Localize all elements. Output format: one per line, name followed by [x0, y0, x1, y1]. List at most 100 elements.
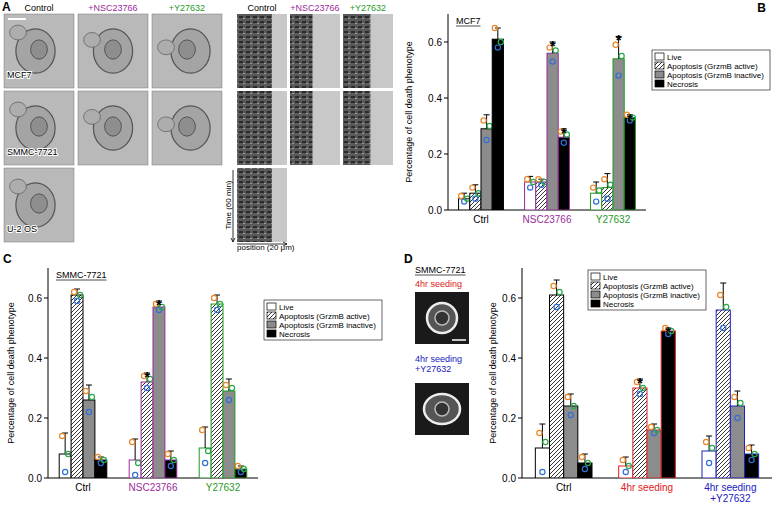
micrograph: [4, 91, 74, 165]
legend-label: Necrosis: [279, 330, 310, 339]
cell: [10, 102, 27, 117]
arrow: [237, 242, 287, 246]
bar: [558, 137, 569, 210]
replicate-point: [130, 439, 135, 444]
legend-label: Apoptosis (GrzmB active): [603, 282, 694, 291]
bar: [525, 182, 536, 210]
legend-label: Apoptosis (GrzmB inactive): [603, 291, 700, 300]
replicate-point: [498, 39, 503, 44]
legend-label: Live: [667, 53, 682, 62]
replicate-point: [98, 460, 103, 465]
column-header: +Y27632: [169, 3, 205, 13]
bar: [141, 382, 153, 478]
replicate-point: [605, 196, 610, 201]
replicate-point: [616, 73, 621, 78]
replicate-point: [211, 295, 216, 300]
replicate-point: [238, 469, 243, 474]
replicate-point: [554, 304, 559, 309]
y-tick: [518, 478, 522, 479]
replicate-point: [165, 451, 170, 456]
column-header: +NSC23766: [88, 3, 137, 13]
error-bar: [472, 185, 478, 193]
y-tick: [44, 418, 48, 419]
legend-swatch: [591, 273, 600, 280]
legend-label: Live: [279, 303, 294, 312]
bar: [129, 460, 141, 478]
nucleus: [179, 40, 196, 59]
kymograph: [237, 91, 287, 165]
significance-mark: *: [616, 31, 622, 48]
nucleus: [31, 40, 48, 59]
replicate-point: [540, 469, 545, 474]
replicate-point: [537, 430, 542, 435]
legend: LiveApoptosis (GrzmB active)Apoptosis (G…: [588, 270, 706, 310]
image-bg: [78, 14, 148, 88]
replicate-point: [579, 454, 584, 459]
panel-label: C: [3, 252, 12, 266]
y-tick: [44, 358, 48, 359]
micrograph: [152, 91, 222, 165]
chart: BPercentage of cell death phenotype0.00.…: [404, 1, 770, 225]
y-tick-label: 0.2: [428, 149, 442, 160]
bar: [716, 310, 730, 478]
legend-swatch: [655, 71, 664, 78]
micrograph: [78, 91, 148, 165]
bar: [624, 118, 635, 210]
replicate-point: [561, 140, 566, 145]
error-bar: [582, 454, 588, 463]
x-tick-label: 4hr seeding+Y27632: [704, 482, 756, 504]
scale-bar: [8, 18, 26, 20]
legend-swatch: [267, 303, 276, 310]
image-bg: [415, 383, 469, 435]
replicate-point: [543, 439, 548, 444]
replicate-point: [608, 182, 613, 187]
bar: [83, 400, 95, 478]
replicate-point: [459, 193, 464, 198]
y-tick-label: 0.6: [502, 293, 516, 304]
replicate-point: [648, 424, 653, 429]
replicate-point: [557, 289, 562, 294]
y-tick: [518, 418, 522, 419]
figure: AControl+NSC23766+Y27632MCF7SMMC-7721U-2…: [0, 0, 778, 506]
image-bg: [152, 91, 222, 165]
kymograph: [237, 168, 287, 242]
bar: [564, 406, 578, 478]
replicate-point: [206, 448, 211, 453]
image-bg: [78, 91, 148, 165]
panel-label: B: [757, 1, 766, 15]
kymo-axis-label: position (20 μm): [237, 243, 295, 252]
nucleus: [105, 117, 122, 136]
bar: [647, 430, 661, 478]
bar: [59, 454, 71, 478]
cell: [424, 394, 460, 424]
replicate-point: [74, 298, 79, 303]
replicate-point: [602, 177, 607, 182]
bar: [536, 182, 547, 210]
replicate-point: [735, 415, 740, 420]
image-label: 4hr seeding+Y27632: [415, 354, 462, 374]
legend-label: Apoptosis (GrzmB active): [279, 312, 370, 321]
replicate-point: [89, 394, 94, 399]
nucleus: [31, 117, 48, 136]
row-label: SMMC-7721: [7, 147, 58, 157]
replicate-point: [623, 469, 628, 474]
legend-label: Apoptosis (GrzmB inactive): [667, 71, 764, 80]
bar: [730, 406, 744, 478]
y-axis: [522, 268, 523, 478]
panel-label: A: [2, 0, 11, 14]
bar: [459, 199, 470, 210]
legend-swatch: [267, 330, 276, 337]
replicate-point: [481, 118, 486, 123]
legend: LiveApoptosis (GrzmB active)Apoptosis (G…: [652, 50, 770, 90]
bar: [633, 388, 647, 478]
kymo-cell: [237, 168, 272, 242]
replicate-point: [565, 394, 570, 399]
replicate-point: [738, 400, 743, 405]
replicate-point: [721, 325, 726, 330]
nucleus: [31, 194, 48, 213]
kymo-bg: [237, 14, 287, 88]
replicate-point: [214, 307, 219, 312]
replicate-point: [470, 185, 475, 190]
y-tick: [444, 210, 448, 211]
replicate-point: [528, 185, 533, 190]
